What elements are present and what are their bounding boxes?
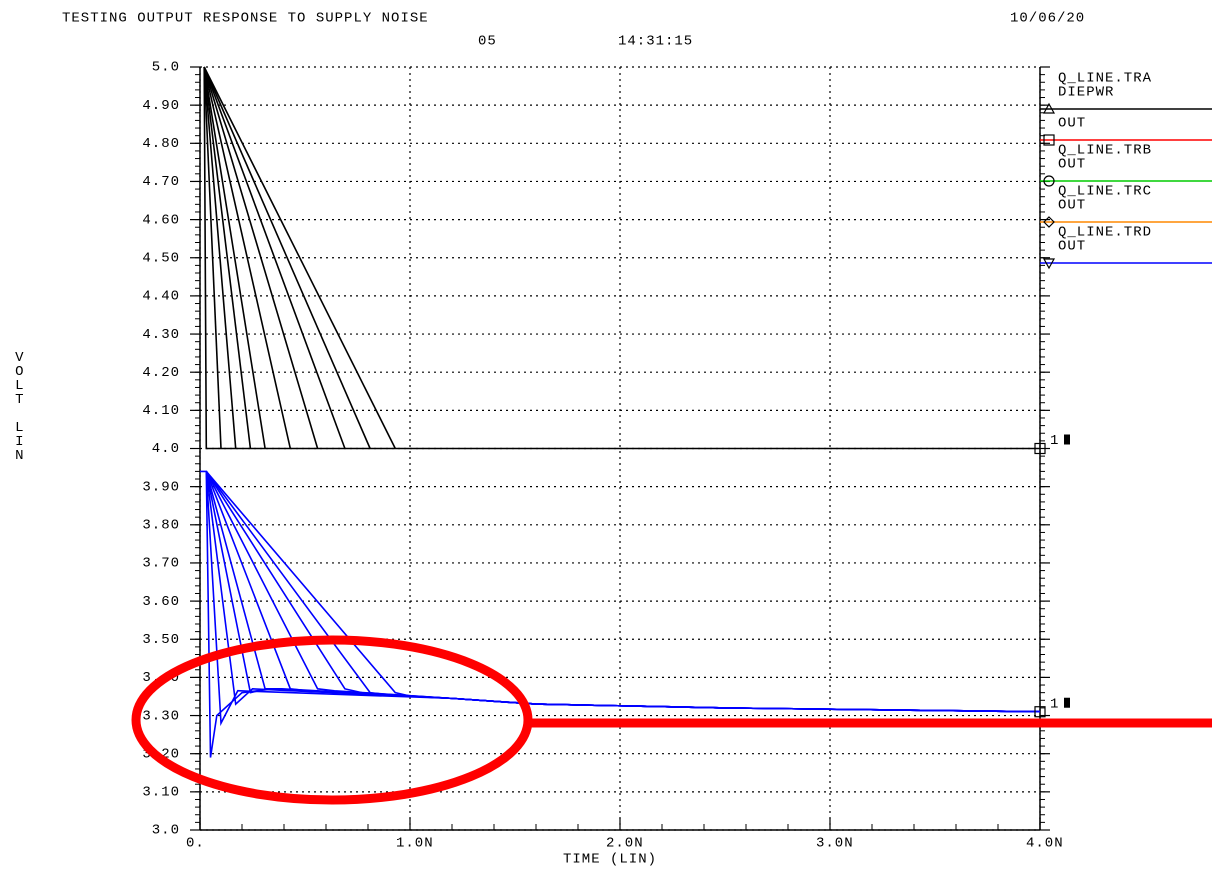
x-tick-label: 2.0N: [606, 836, 644, 852]
series-line: [203, 66, 222, 449]
y-tick-label: 3.50: [142, 632, 180, 648]
run-date: 10/06/20: [1010, 11, 1085, 27]
y-tick-label: 3.80: [142, 518, 180, 534]
series-line: [203, 66, 266, 449]
cursor-box: [1064, 434, 1070, 445]
y-tick-label: 4.10: [142, 403, 180, 419]
legend-label: OUT: [1058, 198, 1086, 214]
y-tick-label: 4.90: [142, 98, 180, 114]
legend-label: OUT: [1058, 157, 1086, 173]
legend-label: OUT: [1058, 116, 1086, 132]
highlight-ellipse: [131, 635, 533, 805]
y-tick-label: 4.60: [142, 212, 180, 228]
run-number: 05: [478, 34, 497, 50]
legend-label: DIEPWR: [1058, 85, 1114, 101]
y-tick-label: 4.50: [142, 250, 180, 266]
y-tick-label: 4.80: [142, 136, 180, 152]
series-line: [203, 66, 1040, 450]
legend-header: Q_LINE.TRA: [1058, 71, 1152, 87]
series-line: [203, 66, 319, 449]
y-tick-label: 3.90: [142, 479, 180, 495]
y-tick-label: 3.10: [142, 785, 180, 801]
x-axis-label: TIME (LIN): [563, 852, 657, 868]
series-line: [205, 471, 1041, 727]
series-line: [205, 471, 1041, 713]
cursor-label: 1: [1050, 433, 1059, 449]
legend-marker: [1042, 102, 1056, 114]
y-tick-label: 4.0: [152, 441, 180, 457]
series-line: [203, 66, 346, 449]
legend-header: Q_LINE.TRD: [1058, 225, 1152, 241]
series-line: [203, 66, 292, 449]
cursor-marker: [1034, 442, 1046, 455]
legend-marker: [1042, 258, 1056, 270]
legend-header: Q_LINE.TRB: [1058, 143, 1152, 159]
y-axis-label: VOLT LIN: [11, 350, 27, 462]
y-tick-label: 3.60: [142, 594, 180, 610]
legend-marker: [1043, 175, 1055, 187]
cursor-marker: [1034, 706, 1046, 718]
y-tick-label: 4.30: [142, 327, 180, 343]
series-line: [203, 66, 397, 449]
series-line: [203, 66, 371, 449]
y-tick-label: 5.0: [152, 60, 180, 76]
x-tick-label: 0.: [186, 836, 205, 852]
x-tick-label: 4.0N: [1026, 836, 1064, 852]
legend-marker: [1043, 216, 1055, 228]
series-line: [203, 66, 237, 449]
y-tick-label: 3.70: [142, 556, 180, 572]
y-tick-label: 3.0: [152, 823, 180, 839]
x-tick-label: 3.0N: [816, 836, 854, 852]
series-line: [205, 471, 1041, 713]
y-tick-label: 4.20: [142, 365, 180, 381]
plot-area: 5.0 4.90 4.80 4.70 4.60 4.50 4.40 4.30 4.20 4.10 4…: [142, 60, 1212, 852]
cursor-box: [1064, 697, 1070, 708]
chart-title: TESTING OUTPUT RESPONSE TO SUPPLY NOISE: [62, 11, 429, 27]
series-line: [205, 470, 1041, 713]
series-line: [205, 470, 1041, 713]
y-tick-label: 4.70: [142, 174, 180, 190]
series-line: [205, 470, 1041, 713]
legend-label: OUT: [1058, 239, 1086, 255]
legend-marker: [1043, 134, 1055, 146]
series-line: [203, 66, 252, 449]
y-tick-label: 3.30: [142, 708, 180, 724]
series-line: [205, 471, 1041, 713]
x-tick-label: 1.0N: [396, 836, 434, 852]
cursor-label: 1: [1050, 696, 1059, 712]
series-line: [205, 471, 1041, 713]
series-line: [205, 471, 1041, 713]
run-time: 14:31:15: [618, 34, 693, 50]
y-tick-label: 4.40: [142, 289, 180, 305]
legend-header: Q_LINE.TRC: [1058, 184, 1152, 200]
